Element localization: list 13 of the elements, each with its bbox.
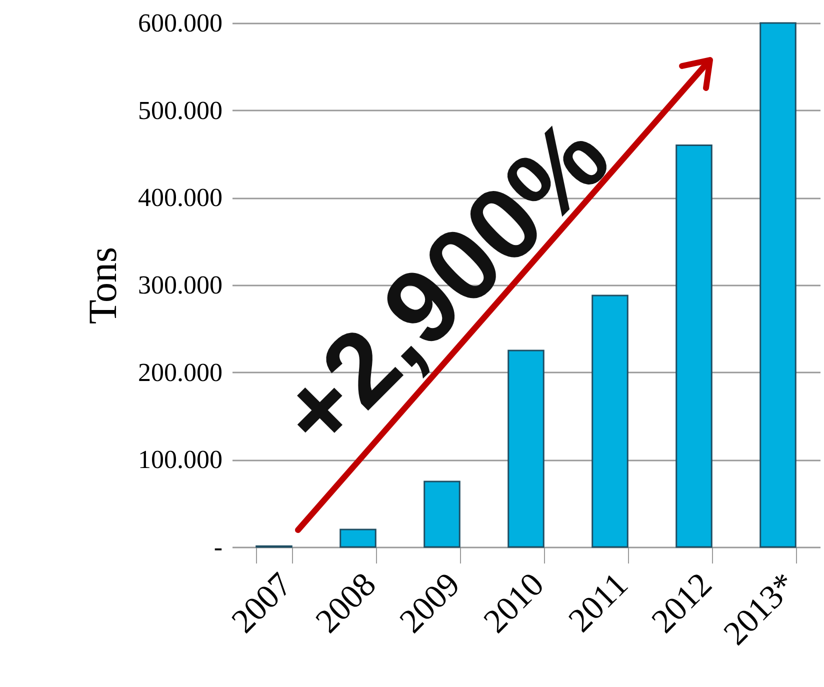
y-tick-label: 400.000 (138, 183, 222, 212)
y-tick-label: - (214, 532, 222, 562)
y-axis-title: Tons (80, 246, 125, 324)
x-tick-label: 2011 (562, 566, 636, 640)
bar (424, 480, 460, 548)
bar (676, 144, 712, 548)
y-tick-label: 300.000 (138, 270, 222, 300)
bar (340, 528, 376, 548)
y-tick-label: 600.000 (138, 8, 222, 38)
y-tick-label: 100.000 (138, 445, 222, 474)
y-tick-label: 200.000 (138, 358, 222, 387)
y-tick-label: 500.000 (138, 96, 222, 125)
bar (760, 22, 796, 548)
